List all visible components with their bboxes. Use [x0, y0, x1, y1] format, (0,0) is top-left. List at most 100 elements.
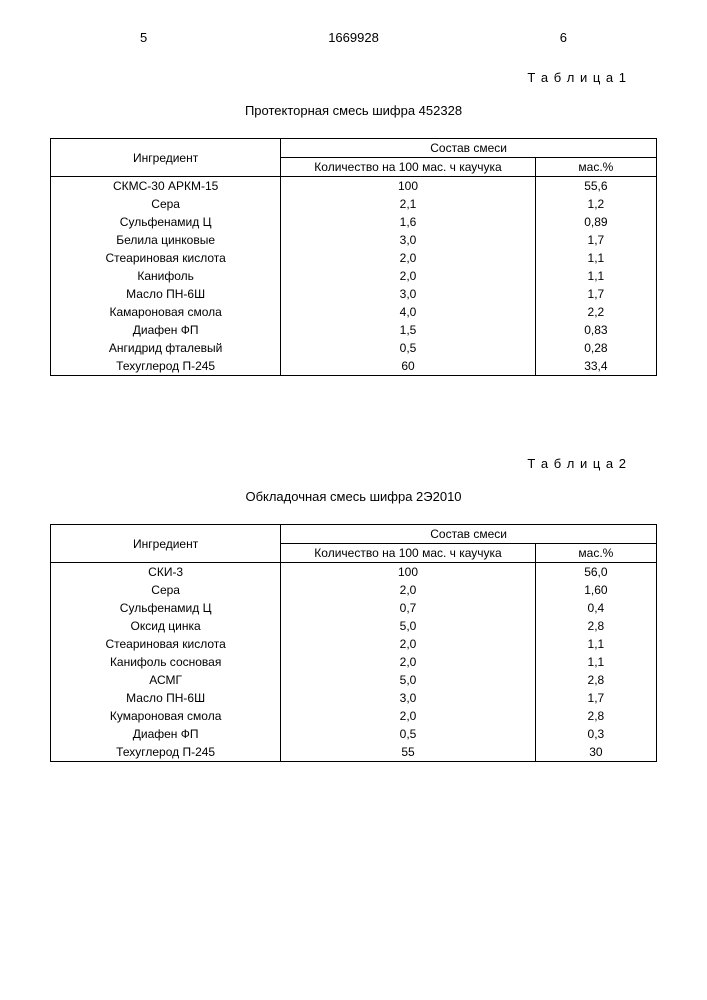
table-row: СКМС-30 АРКМ-1510055,6 [51, 177, 657, 196]
cell-percent: 2,8 [535, 671, 656, 689]
cell-quantity: 0,5 [281, 725, 536, 743]
table2-label: Т а б л и ц а 2 [50, 456, 657, 471]
cell-percent: 1,1 [535, 635, 656, 653]
cell-ingredient: Канифоль [51, 267, 281, 285]
cell-percent: 30 [535, 743, 656, 762]
cell-percent: 1,1 [535, 267, 656, 285]
table2-header-percent: мас.% [535, 544, 656, 563]
cell-quantity: 100 [281, 177, 536, 196]
table-row: Кумароновая смола2,02,8 [51, 707, 657, 725]
cell-ingredient: Стеариновая кислота [51, 249, 281, 267]
cell-percent: 1,1 [535, 249, 656, 267]
cell-quantity: 60 [281, 357, 536, 376]
table1-header-quantity: Количество на 100 мас. ч каучука [281, 158, 536, 177]
cell-percent: 1,7 [535, 285, 656, 303]
table-row: Масло ПН-6Ш3,01,7 [51, 689, 657, 707]
cell-ingredient: Сульфенамид Ц [51, 599, 281, 617]
cell-ingredient: Диафен ФП [51, 321, 281, 339]
cell-quantity: 2,0 [281, 581, 536, 599]
cell-percent: 1,7 [535, 231, 656, 249]
cell-quantity: 2,0 [281, 707, 536, 725]
cell-ingredient: Техуглерод П-245 [51, 743, 281, 762]
cell-percent: 0,89 [535, 213, 656, 231]
cell-ingredient: Сера [51, 581, 281, 599]
cell-ingredient: Сера [51, 195, 281, 213]
table-row: Оксид цинка5,02,8 [51, 617, 657, 635]
table-row: Канифоль сосновая2,01,1 [51, 653, 657, 671]
cell-percent: 56,0 [535, 563, 656, 582]
cell-quantity: 1,5 [281, 321, 536, 339]
cell-quantity: 2,0 [281, 267, 536, 285]
cell-quantity: 0,5 [281, 339, 536, 357]
table-row: Диафен ФП1,50,83 [51, 321, 657, 339]
table2-title: Обкладочная смесь шифра 2Э2010 [50, 489, 657, 504]
table-row: Сера2,01,60 [51, 581, 657, 599]
cell-quantity: 2,0 [281, 635, 536, 653]
cell-percent: 2,8 [535, 707, 656, 725]
table-row: СКИ-310056,0 [51, 563, 657, 582]
cell-quantity: 55 [281, 743, 536, 762]
table-row: Сульфенамид Ц1,60,89 [51, 213, 657, 231]
cell-ingredient: Кумароновая смола [51, 707, 281, 725]
table1-header-percent: мас.% [535, 158, 656, 177]
cell-quantity: 3,0 [281, 231, 536, 249]
table-row: Сульфенамид Ц0,70,4 [51, 599, 657, 617]
table-row: Белила цинковые3,01,7 [51, 231, 657, 249]
cell-percent: 0,4 [535, 599, 656, 617]
page-header: 5 1669928 6 [50, 30, 657, 45]
cell-percent: 0,83 [535, 321, 656, 339]
table-row: Масло ПН-6Ш3,01,7 [51, 285, 657, 303]
cell-quantity: 3,0 [281, 285, 536, 303]
table1-label: Т а б л и ц а 1 [50, 70, 657, 85]
cell-ingredient: Оксид цинка [51, 617, 281, 635]
cell-quantity: 0,7 [281, 599, 536, 617]
cell-quantity: 2,0 [281, 653, 536, 671]
table-row: АСМГ5,02,8 [51, 671, 657, 689]
table-row: Техуглерод П-2455530 [51, 743, 657, 762]
cell-percent: 2,8 [535, 617, 656, 635]
cell-ingredient: Масло ПН-6Ш [51, 285, 281, 303]
table-row: Камароновая смола4,02,2 [51, 303, 657, 321]
table2: Ингредиент Состав смеси Количество на 10… [50, 524, 657, 762]
table-row: Сера2,11,2 [51, 195, 657, 213]
page-number-left: 5 [140, 30, 147, 45]
cell-ingredient: Белила цинковые [51, 231, 281, 249]
table1-title: Протекторная смесь шифра 452328 [50, 103, 657, 118]
cell-percent: 1,1 [535, 653, 656, 671]
table1-header-ingredient: Ингредиент [51, 139, 281, 177]
cell-ingredient: Ангидрид фталевый [51, 339, 281, 357]
cell-percent: 0,28 [535, 339, 656, 357]
page-number-right: 6 [560, 30, 567, 45]
cell-ingredient: Стеариновая кислота [51, 635, 281, 653]
cell-quantity: 2,0 [281, 249, 536, 267]
table1-header-composition: Состав смеси [281, 139, 657, 158]
cell-quantity: 100 [281, 563, 536, 582]
table2-header-composition: Состав смеси [281, 525, 657, 544]
cell-quantity: 2,1 [281, 195, 536, 213]
cell-quantity: 5,0 [281, 617, 536, 635]
cell-percent: 1,2 [535, 195, 656, 213]
table2-header-ingredient: Ингредиент [51, 525, 281, 563]
cell-percent: 2,2 [535, 303, 656, 321]
cell-quantity: 3,0 [281, 689, 536, 707]
cell-percent: 33,4 [535, 357, 656, 376]
table1: Ингредиент Состав смеси Количество на 10… [50, 138, 657, 376]
cell-ingredient: АСМГ [51, 671, 281, 689]
cell-quantity: 5,0 [281, 671, 536, 689]
table-row: Диафен ФП0,50,3 [51, 725, 657, 743]
cell-ingredient: Сульфенамид Ц [51, 213, 281, 231]
cell-ingredient: Канифоль сосновая [51, 653, 281, 671]
cell-percent: 55,6 [535, 177, 656, 196]
cell-percent: 1,60 [535, 581, 656, 599]
cell-ingredient: Диафен ФП [51, 725, 281, 743]
cell-ingredient: СКМС-30 АРКМ-15 [51, 177, 281, 196]
cell-quantity: 4,0 [281, 303, 536, 321]
cell-percent: 1,7 [535, 689, 656, 707]
table2-header-quantity: Количество на 100 мас. ч каучука [281, 544, 536, 563]
document-number: 1669928 [328, 30, 379, 45]
table-row: Канифоль2,01,1 [51, 267, 657, 285]
cell-ingredient: СКИ-3 [51, 563, 281, 582]
table-row: Стеариновая кислота2,01,1 [51, 635, 657, 653]
table-row: Стеариновая кислота2,01,1 [51, 249, 657, 267]
cell-ingredient: Техуглерод П-245 [51, 357, 281, 376]
